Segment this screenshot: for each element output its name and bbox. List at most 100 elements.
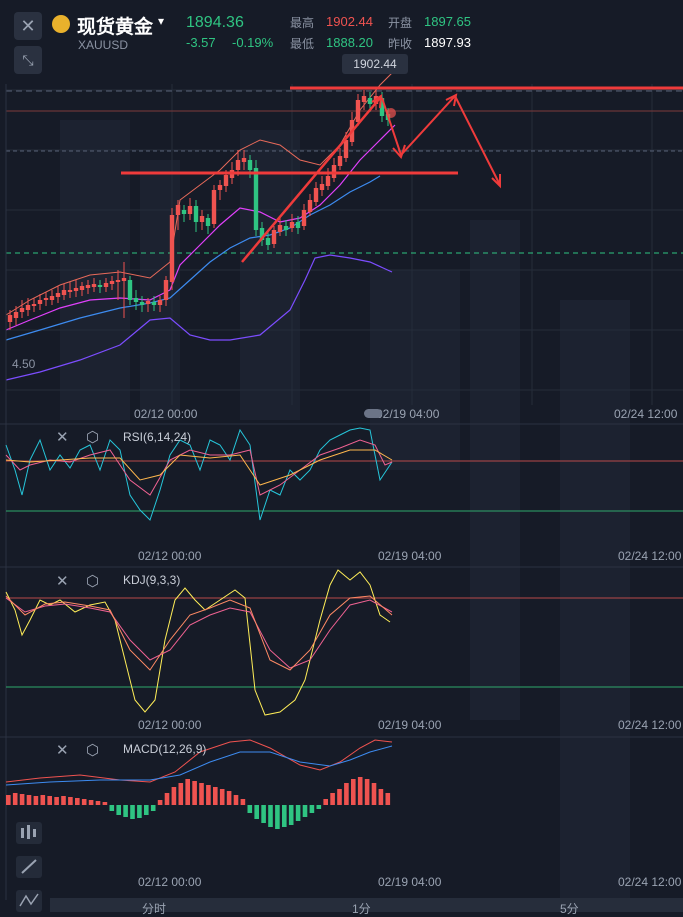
macd-close-icon[interactable]: ✕ [56,742,69,759]
candle-body [355,100,361,122]
rsi24-line [5,449,393,486]
candle-body [235,160,241,170]
kdj-j-line [5,569,391,716]
candle-body [325,176,331,186]
instrument-name[interactable]: 现货黄金 [77,17,154,38]
high-value: 1902.44 [326,14,373,29]
candle-body [97,285,103,287]
candle-body [367,98,373,104]
left-axis-value: 4.50 [12,357,36,371]
candle-body [151,302,157,305]
price-change-pct: -0.19% [232,35,274,50]
low-label: 最低 [290,37,315,51]
macd-x-label-1: 02/12 00:00 [138,875,202,889]
tab-5min[interactable]: 5分 [560,902,579,916]
macd-bar [316,805,322,809]
prev-close-value: 1897.93 [424,35,471,50]
x-label-1: 02/12 00:00 [134,407,198,421]
low-value: 1888.20 [326,35,373,50]
ma20-line [5,175,381,341]
macd-bar [275,805,280,829]
candle-body [379,98,385,116]
macd-bar [233,795,239,805]
macd-bar [295,805,301,821]
candle-body [169,215,175,282]
candle-body [217,185,223,190]
quote-header: ✕ ⤡ 现货黄金 ▾ XAUUSD 1894.36 -3.57 -0.19% 最… [0,0,683,84]
candle-body [307,200,313,212]
candle-body [361,96,367,102]
kdj-label: KDJ(9,3,3) [123,573,181,587]
caret-down-icon[interactable]: ▾ [158,14,165,28]
kdj-d-line [5,597,393,669]
candle-body [343,140,349,158]
candle-body [253,168,259,230]
last-price: 1894.36 [186,14,244,31]
prev-close-label: 昨收 [388,37,413,51]
candles-icon[interactable] [21,825,36,839]
candle-body [49,296,55,300]
close-icon[interactable]: ✕ [14,12,42,40]
ma10-line [5,124,396,331]
drawing-annotations[interactable] [121,86,683,263]
candle-body [277,225,283,232]
period-tabs-bar [50,898,683,912]
kdj-x-label-1: 02/12 00:00 [138,718,202,732]
scroll-handle[interactable] [364,409,382,418]
macd-bar [378,789,384,805]
macd-bar [81,799,87,805]
macd-bar [371,783,377,805]
macd-dif-line [5,739,393,783]
macd-bar [302,805,308,817]
macd-bar [254,805,259,819]
macd-bar [26,795,32,805]
main-grid [6,84,683,405]
rsi-close-icon[interactable]: ✕ [56,429,69,446]
candle-body [175,205,181,215]
trend-icon[interactable] [19,893,39,907]
kdj-close-icon[interactable]: ✕ [56,573,69,590]
macd-bar [130,805,135,819]
candle-body [127,280,133,300]
macd-dea-line [5,745,393,786]
macd-bar [330,793,335,805]
candle-body [133,298,139,302]
kdj-k-line [5,595,393,671]
macd-bar [12,793,18,805]
candle-body [109,281,115,284]
pen-icon[interactable] [21,859,37,874]
candle-body [295,222,301,228]
rsi-settings-icon[interactable]: ⬡ [86,429,100,446]
macd-bar [219,789,225,805]
macd-bar [309,805,315,813]
candle-body [139,302,145,305]
tab-1min[interactable]: 1分 [352,902,371,916]
candle-body [43,298,49,300]
forecast-arrows[interactable] [371,93,501,189]
tab-timeshare[interactable]: 分时 [142,902,167,916]
macd-settings-icon[interactable]: ⬡ [86,742,100,759]
candle-body [103,283,109,287]
macd-bar [54,797,59,805]
shrink-icon[interactable]: ⤡ [14,46,42,74]
candle-body [259,228,265,240]
macd-bar [95,801,101,805]
macd-bar [123,805,128,817]
macd-bar [192,781,197,805]
macd-bar [144,805,149,815]
candle-body [79,286,85,290]
coin-icon [52,15,70,33]
kdj-settings-icon[interactable]: ⬡ [86,573,100,590]
macd-bar [178,783,184,805]
candle-body [205,218,211,226]
candle-body [187,206,193,214]
rsi-x-label-2: 02/19 04:00 [378,549,442,563]
macd-label: MACD(12,26,9) [123,742,207,756]
candle-body [115,280,121,282]
candle-body [55,293,61,297]
last-price-dot [386,108,396,118]
panel-separators [0,84,683,900]
rsi14-line [5,439,393,496]
macd-bar [337,789,342,805]
